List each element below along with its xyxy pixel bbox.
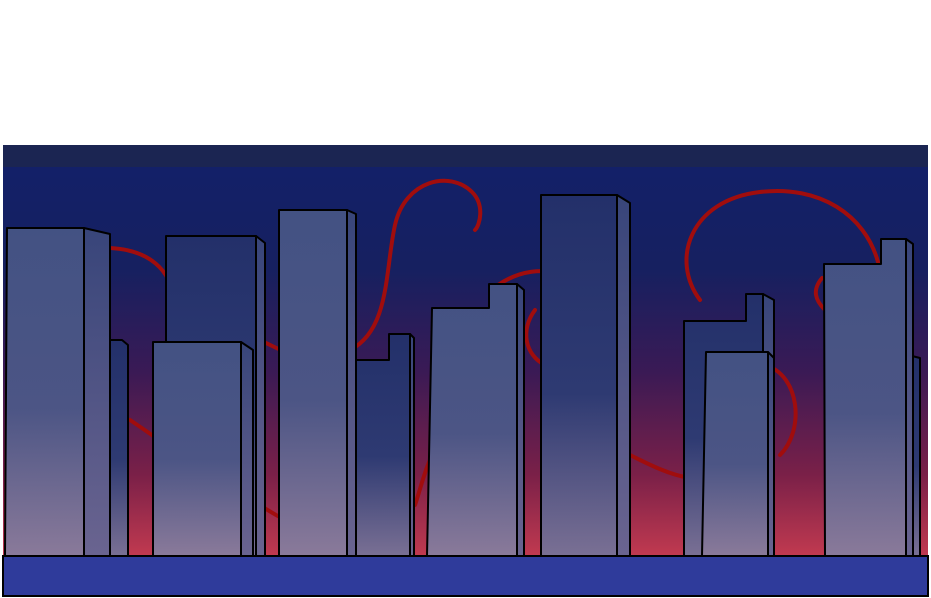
building [426, 283, 525, 557]
tentacle [813, 276, 827, 312]
tentacle [524, 308, 547, 367]
building [278, 209, 357, 557]
buildings [4, 194, 921, 557]
building [152, 341, 254, 557]
building [823, 238, 921, 557]
tentacle [763, 363, 798, 457]
ground-strip [2, 555, 929, 597]
sky-top-band [3, 145, 928, 167]
building [4, 227, 129, 557]
building [540, 194, 631, 557]
tentacle [684, 189, 880, 302]
building [354, 333, 415, 557]
building [701, 351, 775, 557]
tentacle [348, 178, 483, 352]
